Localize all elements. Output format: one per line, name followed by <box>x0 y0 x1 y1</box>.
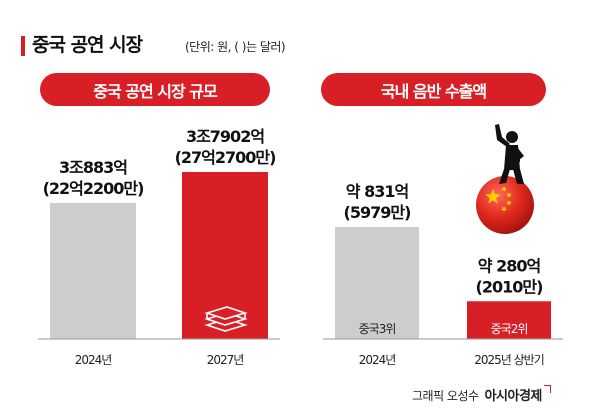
data-label-value: 3조7902억 <box>186 127 264 146</box>
small-star <box>501 186 507 192</box>
small-star <box>506 192 512 198</box>
chart-title-market-size: 중국 공연 시장 규모 <box>40 73 270 106</box>
bar <box>335 227 419 339</box>
credit-brand: 아시아경제 <box>484 389 543 404</box>
singer-right-leg <box>513 169 524 184</box>
singer-left-leg <box>499 169 510 184</box>
brand-mark-icon <box>543 385 551 393</box>
chart-title-album-exports: 국내 음반 수출액 <box>321 73 546 106</box>
x-tick-label: 2024년 <box>359 353 396 367</box>
x-tick-label: 2025년 상반기 <box>474 353 544 367</box>
bar <box>467 301 551 339</box>
bar <box>50 202 136 339</box>
page-title: 중국 공연 시장 <box>32 34 143 56</box>
credit: 그래픽 오성수 아시아경제 <box>412 385 551 404</box>
bar-inner-label: 중국3위 <box>359 322 396 336</box>
singer-raised-arm <box>495 124 510 147</box>
data-label-value: 약 831억 <box>346 182 409 201</box>
small-star <box>506 200 512 206</box>
big-star <box>485 189 501 204</box>
money-edge <box>206 313 246 319</box>
singer-silhouette-icon <box>495 124 524 184</box>
data-label-value: 약 280억 <box>478 256 541 275</box>
singer-mic <box>517 152 520 162</box>
title-accent-bar <box>21 36 25 56</box>
singer-head <box>506 131 518 143</box>
small-star <box>501 206 507 212</box>
data-label-usd: (2010만) <box>476 277 543 296</box>
china-flag-ball-icon <box>476 176 534 234</box>
unit-note: (단위: 원, ( )는 달러) <box>185 40 286 54</box>
money-stack-icon <box>204 306 248 332</box>
data-label-usd: (5979만) <box>344 203 411 222</box>
bar-inner-label: 중국2위 <box>491 322 528 336</box>
data-label-usd: (27억2700만) <box>175 148 276 167</box>
x-tick-label: 2024년 <box>75 353 112 367</box>
x-tick-label: 2027년 <box>207 353 244 367</box>
ball <box>476 176 534 234</box>
data-label-value: 3조883억 <box>59 158 127 177</box>
data-label-usd: (22억2200만) <box>43 179 144 198</box>
credit-text: 그래픽 오성수 <box>412 389 479 403</box>
